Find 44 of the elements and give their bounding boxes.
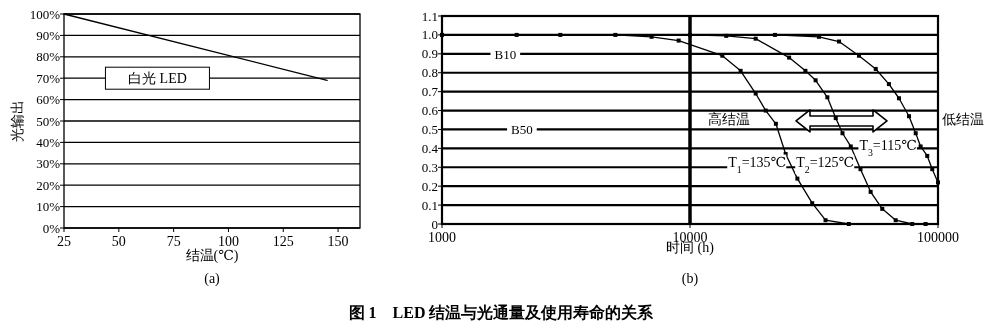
- series-label: T$_{2}$=125℃: [796, 154, 855, 175]
- annotation: 白光 LED: [128, 71, 187, 87]
- y-tick-label: 40%: [36, 134, 61, 150]
- y-tick-label: 0.4: [421, 140, 439, 156]
- x-tick-label: 100000: [917, 230, 959, 245]
- x-tick-label: 150: [327, 234, 349, 249]
- series-label: T$_{1}$=135℃: [728, 154, 787, 175]
- y-tick-label: 0.7: [421, 84, 439, 100]
- y-tick-label: 0.1: [421, 197, 438, 213]
- y-tick-label: 0.9: [421, 46, 438, 62]
- y-tick-label: 80%: [36, 49, 61, 65]
- text: (a): [204, 271, 221, 287]
- y-tick-label: 90%: [36, 27, 61, 43]
- annotation: B10: [494, 46, 517, 62]
- x-tick-label: 100: [217, 234, 239, 249]
- caption: 图 1 LED 结温与光通量及使用寿命的关系: [348, 304, 655, 321]
- x-tick-label: 75: [166, 234, 181, 249]
- annotation: B50: [511, 122, 533, 138]
- y-tick-label: 20%: [36, 177, 61, 193]
- series-label: T$_{3}$=115℃: [859, 137, 917, 158]
- y-tick-label: 1.0: [421, 27, 438, 43]
- y-tick-label: 50%: [36, 113, 61, 129]
- y-tick-label: 60%: [36, 92, 61, 108]
- x-tick-label: 125: [272, 234, 294, 249]
- y-tick-label: 100%: [29, 6, 61, 22]
- y-tick-label: 0%: [42, 220, 61, 236]
- y-tick-label: 10%: [36, 199, 61, 215]
- x-tick-label: 1000: [428, 230, 456, 245]
- y-tick-label: 0.2: [421, 178, 438, 194]
- y-tick-label: 70%: [36, 70, 61, 86]
- x-tick-label: 50: [111, 234, 126, 249]
- x-axis-title: 结温(℃): [185, 248, 239, 264]
- y-tick-label: 30%: [36, 156, 61, 172]
- annotation: 高结温: [707, 112, 750, 128]
- y-tick-label: 0.3: [421, 159, 438, 175]
- y-tick-label: 0.8: [421, 65, 438, 81]
- y-tick-label: 1.1: [421, 8, 438, 24]
- y-axis-title: 光输出: [10, 100, 25, 142]
- x-tick-label: 25: [57, 234, 71, 249]
- text: (b): [681, 271, 699, 287]
- y-tick-label: 0: [431, 216, 438, 232]
- y-tick-label: 0.5: [421, 121, 438, 137]
- text: 低结温: [942, 112, 984, 128]
- y-tick-label: 0.6: [421, 103, 439, 119]
